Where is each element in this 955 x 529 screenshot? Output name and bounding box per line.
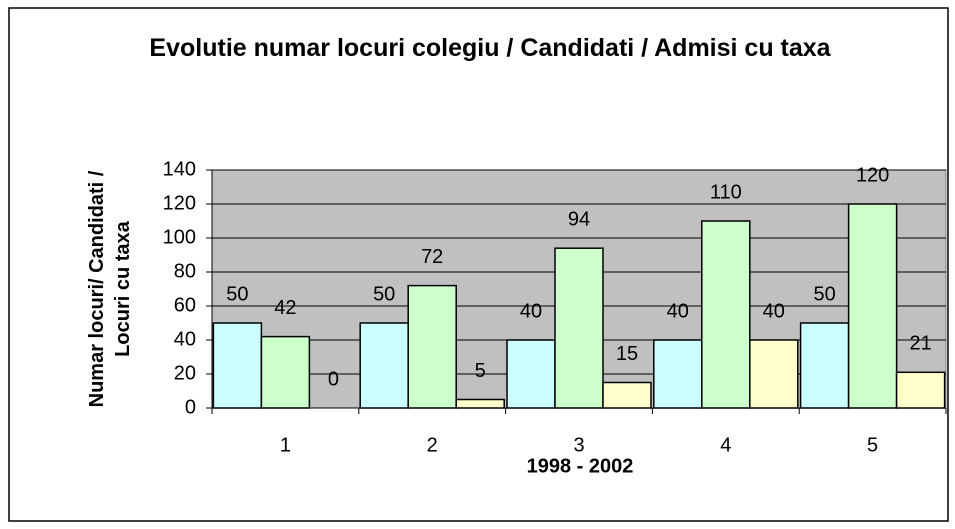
y-tick-label: 80 <box>174 260 196 282</box>
bar <box>407 284 457 409</box>
bar <box>602 381 652 409</box>
data-label: 120 <box>856 164 889 186</box>
data-label: 42 <box>274 297 296 319</box>
y-tick-label: 20 <box>174 362 196 384</box>
data-label: 50 <box>813 283 835 305</box>
x-tick-label: 1 <box>280 434 291 456</box>
bar <box>847 203 898 409</box>
bar <box>455 398 505 409</box>
data-label: 72 <box>421 246 443 268</box>
bar <box>506 339 556 409</box>
x-tick-label: 5 <box>867 434 878 456</box>
y-tick-label: 120 <box>163 192 196 214</box>
y-tick-label: 100 <box>163 226 196 248</box>
data-label: 50 <box>373 283 395 305</box>
data-label: 110 <box>710 181 742 203</box>
bar <box>799 322 850 409</box>
chart-title: Evolutie numar locuri colegiu / Candidat… <box>149 34 831 62</box>
data-label: 40 <box>763 300 785 322</box>
data-label: 40 <box>667 300 689 322</box>
y-axis-label: Numar locuri/ Candidati / Locuri cu taxa <box>86 170 134 408</box>
y-tick-label: 0 <box>185 396 196 418</box>
data-label: 40 <box>520 300 542 322</box>
data-label: 94 <box>568 208 590 230</box>
bar <box>749 339 799 409</box>
bar <box>554 247 604 409</box>
bar <box>212 322 263 409</box>
x-tick-label: 4 <box>720 434 731 456</box>
y-tick-label: 40 <box>174 328 196 350</box>
x-tick-label: 3 <box>573 434 584 456</box>
data-label: 5 <box>475 360 486 382</box>
data-label: 0 <box>328 368 339 390</box>
data-label: 15 <box>616 343 638 365</box>
data-label: 21 <box>909 333 931 355</box>
bar <box>701 220 751 409</box>
x-tick-label: 2 <box>427 434 438 456</box>
data-label: 50 <box>226 283 248 305</box>
bar <box>895 371 946 409</box>
x-axis-label: 1998 - 2002 <box>527 455 634 477</box>
bar <box>359 322 409 409</box>
bar <box>653 339 703 409</box>
bar <box>260 335 311 409</box>
y-tick-label: 140 <box>163 158 196 180</box>
y-tick-label: 60 <box>174 294 196 316</box>
